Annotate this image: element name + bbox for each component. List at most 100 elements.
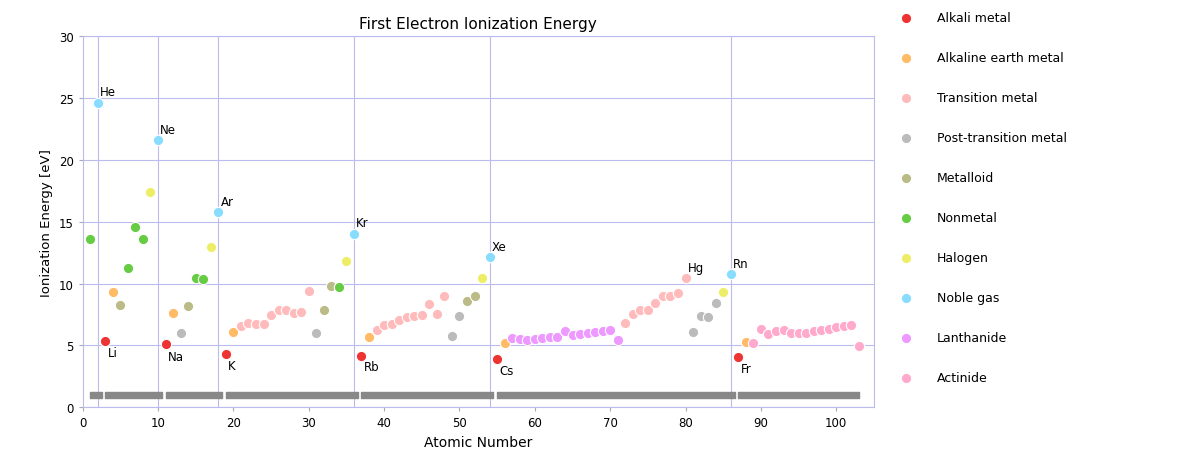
Point bbox=[593, 327, 612, 335]
Point bbox=[533, 335, 552, 342]
Point bbox=[178, 303, 197, 311]
Point bbox=[495, 339, 514, 347]
Point bbox=[337, 258, 355, 265]
Text: Nonmetal: Nonmetal bbox=[937, 212, 998, 225]
Point bbox=[668, 290, 687, 297]
Point bbox=[548, 334, 567, 341]
Point bbox=[481, 254, 500, 262]
Point bbox=[96, 337, 115, 344]
Point bbox=[555, 328, 574, 335]
Point bbox=[104, 288, 123, 296]
Point bbox=[262, 312, 281, 319]
Point bbox=[472, 275, 491, 282]
Text: Metalloid: Metalloid bbox=[937, 172, 994, 185]
Point bbox=[285, 309, 304, 317]
Point bbox=[352, 352, 371, 360]
Text: Rb: Rb bbox=[364, 361, 379, 374]
Point bbox=[187, 274, 205, 282]
Point bbox=[216, 350, 235, 357]
Point bbox=[722, 271, 740, 278]
Point bbox=[608, 337, 627, 344]
Point bbox=[517, 336, 536, 344]
Point bbox=[443, 332, 462, 340]
Point bbox=[450, 313, 469, 320]
Point bbox=[849, 343, 868, 350]
Point bbox=[706, 300, 725, 307]
Point bbox=[713, 289, 732, 296]
Text: Rn: Rn bbox=[733, 257, 749, 270]
Point bbox=[383, 320, 402, 328]
Point bbox=[639, 307, 658, 314]
Point bbox=[615, 319, 634, 327]
Point bbox=[834, 323, 853, 330]
Point bbox=[133, 236, 152, 243]
Text: Ne: Ne bbox=[161, 124, 176, 137]
Point bbox=[653, 293, 672, 300]
Point bbox=[299, 288, 318, 295]
Point bbox=[156, 340, 175, 348]
Point bbox=[412, 312, 431, 319]
Point bbox=[488, 356, 507, 363]
Point bbox=[111, 301, 130, 309]
Text: Actinide: Actinide bbox=[937, 371, 987, 384]
Point bbox=[149, 138, 168, 145]
Point bbox=[579, 329, 598, 337]
Point bbox=[684, 328, 703, 336]
Point bbox=[510, 335, 529, 343]
Point bbox=[374, 322, 393, 329]
Text: Noble gas: Noble gas bbox=[937, 292, 999, 305]
Point bbox=[797, 330, 816, 337]
Point bbox=[631, 307, 650, 314]
Point bbox=[729, 353, 748, 361]
Text: K: K bbox=[228, 360, 236, 373]
Point bbox=[751, 326, 770, 333]
Point bbox=[646, 300, 665, 307]
Text: Alkali metal: Alkali metal bbox=[937, 12, 1011, 25]
Point bbox=[269, 306, 288, 313]
Point bbox=[359, 333, 378, 341]
Text: Kr: Kr bbox=[357, 217, 368, 230]
Point bbox=[194, 276, 213, 283]
Point bbox=[586, 328, 605, 336]
Point bbox=[526, 336, 544, 343]
Point bbox=[737, 338, 756, 346]
Point bbox=[126, 224, 145, 232]
Title: First Electron Ionization Energy: First Electron Ionization Energy bbox=[359, 17, 598, 32]
Point bbox=[428, 310, 446, 318]
Point bbox=[541, 334, 560, 341]
Point bbox=[118, 265, 137, 272]
Point bbox=[782, 329, 801, 337]
Point bbox=[307, 330, 326, 337]
Point bbox=[570, 331, 589, 338]
Text: Xe: Xe bbox=[491, 240, 507, 253]
Text: Cs: Cs bbox=[500, 364, 514, 377]
Point bbox=[141, 188, 159, 196]
Point bbox=[759, 331, 778, 338]
Point bbox=[827, 324, 846, 331]
Point bbox=[254, 320, 273, 328]
Point bbox=[345, 231, 364, 238]
Point bbox=[820, 325, 839, 332]
Point bbox=[624, 311, 642, 318]
Text: Hg: Hg bbox=[687, 261, 704, 274]
Point bbox=[80, 236, 99, 243]
Point bbox=[367, 327, 386, 334]
Point bbox=[744, 340, 763, 347]
Point bbox=[322, 282, 341, 290]
Point bbox=[774, 326, 792, 334]
Point bbox=[201, 244, 220, 251]
X-axis label: Atomic Number: Atomic Number bbox=[424, 435, 533, 449]
Point bbox=[789, 330, 808, 338]
Text: He: He bbox=[100, 86, 116, 99]
Point bbox=[563, 332, 582, 339]
Point bbox=[314, 306, 333, 313]
Text: Transition metal: Transition metal bbox=[937, 92, 1037, 105]
Point bbox=[164, 309, 183, 317]
Point bbox=[276, 307, 295, 314]
Text: Alkaline earth metal: Alkaline earth metal bbox=[937, 52, 1064, 65]
Point bbox=[457, 297, 476, 305]
Text: Halogen: Halogen bbox=[937, 251, 988, 264]
Point bbox=[601, 326, 620, 334]
Point bbox=[661, 293, 680, 300]
Point bbox=[420, 301, 439, 308]
